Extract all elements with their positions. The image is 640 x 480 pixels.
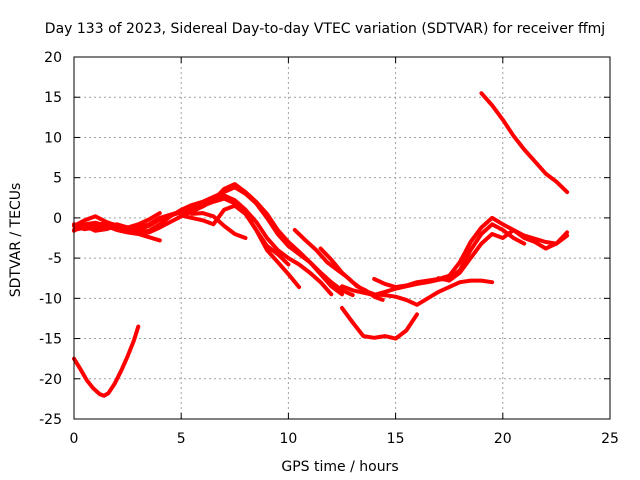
series-group	[72, 91, 570, 398]
x-tick-label: 10	[279, 431, 297, 447]
x-tick-label: 20	[494, 431, 512, 447]
y-tick-label: -25	[39, 412, 62, 428]
series-line-arc-9	[189, 211, 248, 240]
y-tick-label: 20	[44, 50, 62, 66]
x-tick-label: 25	[601, 431, 619, 447]
series-line-arc-7	[93, 211, 162, 230]
series-line-arc-16	[479, 91, 570, 195]
y-tick-label: 15	[44, 90, 62, 106]
series-line-arc-8	[179, 203, 302, 290]
y-tick-label: 5	[53, 171, 62, 187]
chart-title: Day 133 of 2023, Sidereal Day-to-day VTE…	[45, 21, 605, 37]
plot-frame	[73, 56, 611, 420]
y-tick-label: -20	[39, 372, 62, 388]
series-line-arc-15	[436, 228, 570, 283]
series-line-arc-11	[318, 246, 495, 307]
series-line-arc-1	[72, 324, 141, 398]
series-line-arc-5	[72, 182, 355, 298]
x-tick-label: 5	[177, 431, 186, 447]
series-line-arc-14	[372, 215, 570, 290]
series-line-arc-12	[340, 306, 419, 341]
y-tick-label: -10	[39, 291, 62, 307]
grid	[74, 57, 610, 419]
axis-ticks: 0 5 10 15 20 25 -25 -20 -15 -10 -5 0 5 10 15 20	[39, 50, 619, 447]
y-tick-label: -5	[48, 251, 62, 267]
y-tick-label: 0	[53, 211, 62, 227]
x-tick-label: 0	[70, 431, 79, 447]
x-axis-label: GPS time / hours	[281, 459, 398, 475]
y-axis-label: SDTVAR / TECUs	[8, 183, 24, 298]
y-tick-label: 10	[44, 130, 62, 146]
x-tick-label: 15	[387, 431, 405, 447]
y-tick-label: -15	[39, 332, 62, 348]
